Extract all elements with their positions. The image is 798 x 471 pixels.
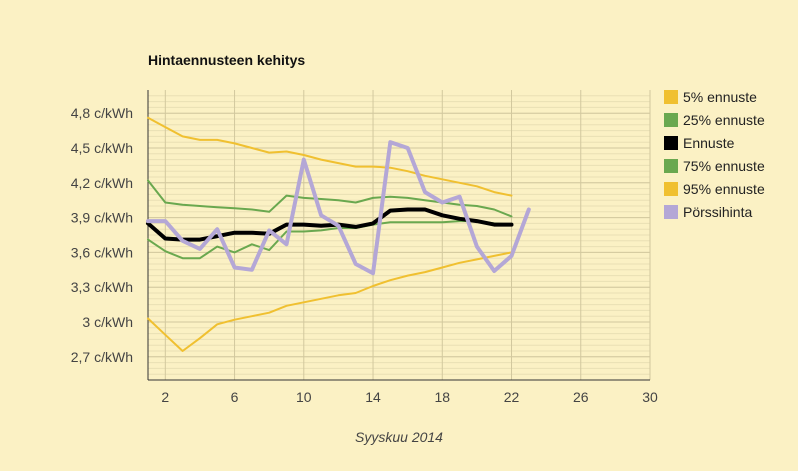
y-tick-label: 4,2 c/kWh [71, 175, 133, 191]
legend-swatch [664, 159, 678, 173]
x-tick-label: 14 [365, 389, 381, 405]
x-axis-label: Syyskuu 2014 [355, 429, 443, 445]
y-tick-label: 3,3 c/kWh [71, 279, 133, 295]
legend-swatch [664, 113, 678, 127]
series-line-75-ennuste [147, 179, 513, 218]
legend-label: Ennuste [683, 135, 735, 151]
series-line-95-ennuste [147, 116, 513, 197]
legend: 5% ennuste 25% ennuste Ennuste 75% ennuste 9… [664, 89, 765, 220]
legend-label: 75% ennuste [683, 158, 765, 174]
y-axis-ticks: 2,7 c/kWh 3 c/kWh 3,3 c/kWh 3,6 c/kWh 3,9 c/… [71, 105, 133, 365]
x-tick-label: 30 [642, 389, 658, 405]
series-lines [146, 116, 531, 352]
legend-label: 25% ennuste [683, 112, 765, 128]
y-tick-label: 3 c/kWh [82, 314, 133, 330]
legend-swatch [664, 90, 678, 104]
x-tick-label: 22 [504, 389, 520, 405]
chart-title: Hintaennusteen kehitys [148, 52, 305, 68]
legend-label: 95% ennuste [683, 181, 765, 197]
legend-label: 5% ennuste [683, 89, 757, 105]
x-tick-label: 10 [296, 389, 312, 405]
series-line-25-ennuste [147, 220, 513, 260]
y-tick-label: 4,8 c/kWh [71, 105, 133, 121]
series-line-5-ennuste [147, 251, 513, 352]
x-tick-label: 26 [573, 389, 589, 405]
grid-lines [148, 90, 651, 380]
y-tick-label: 3,9 c/kWh [71, 210, 133, 226]
x-tick-label: 18 [434, 389, 450, 405]
legend-swatch [664, 136, 678, 150]
axes [147, 90, 650, 381]
series-line-p-rssihinta [146, 140, 531, 276]
y-tick-label: 4,5 c/kWh [71, 140, 133, 156]
x-axis-ticks: 2 6 10 14 18 22 26 30 [161, 389, 658, 405]
y-tick-label: 3,6 c/kWh [71, 244, 133, 260]
legend-swatch [664, 205, 678, 219]
y-tick-label: 2,7 c/kWh [71, 349, 133, 365]
legend-swatch [664, 182, 678, 196]
x-tick-label: 6 [231, 389, 239, 405]
x-tick-label: 2 [161, 389, 169, 405]
legend-label: Pörssihinta [683, 204, 752, 220]
